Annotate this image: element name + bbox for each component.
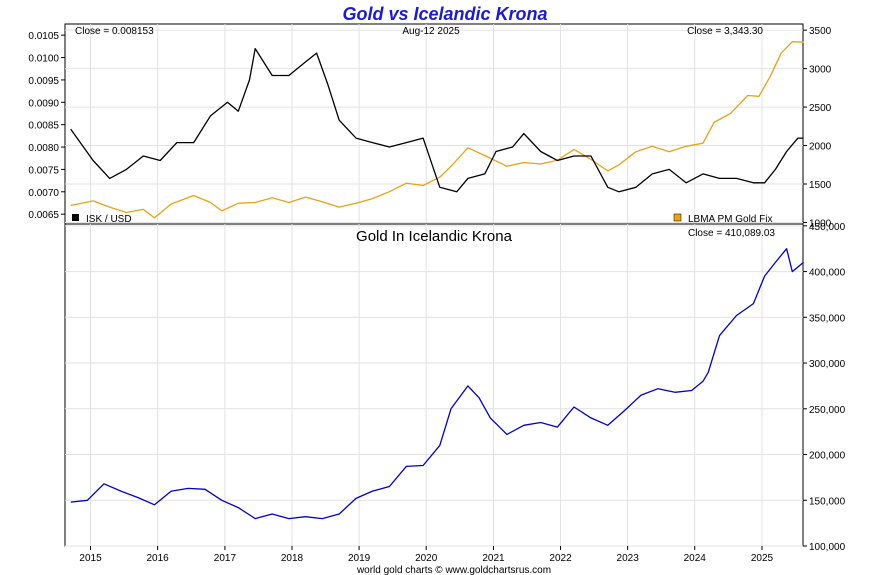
- lower-close-label: Close = 410,089.03: [688, 228, 775, 239]
- lower-tick-label: 300,000: [809, 359, 846, 370]
- lower-title: Gold In Icelandic Krona: [356, 228, 513, 245]
- lower-right-axis-ticks: 100,000 150,000 200,000 250,000 300,000 350,0…: [803, 222, 846, 553]
- date-label: Aug-12 2025: [402, 26, 460, 37]
- lower-tick-label: 100,000: [809, 542, 846, 553]
- close-left-label: Close = 0.008153: [75, 26, 154, 37]
- left-tick-label: 0.0065: [28, 210, 59, 221]
- lower-tick-label: 450,000: [809, 222, 846, 233]
- footer-credit: world gold charts © www.goldchartsrus.co…: [356, 565, 551, 575]
- right-tick-label: 2000: [809, 142, 832, 153]
- x-tick-label: 2024: [684, 553, 707, 564]
- left-tick-label: 0.0085: [28, 121, 59, 132]
- right-tick-label: 1000: [809, 218, 832, 229]
- lower-tick-label: 250,000: [809, 405, 846, 416]
- upper-series-group: [70, 41, 804, 219]
- x-tick-label: 2017: [214, 553, 237, 564]
- lower-tick-label: 350,000: [809, 313, 846, 324]
- x-tick-label: 2021: [482, 553, 505, 564]
- x-tick-label: 2023: [617, 553, 640, 564]
- legend-swatch-isk-usd: [72, 214, 79, 221]
- lower-tick-label: 400,000: [809, 268, 846, 279]
- upper-plot-area: [64, 23, 804, 225]
- gold-in-krona-line: [70, 248, 805, 520]
- x-tick-label: 2020: [415, 553, 438, 564]
- legend-swatch-lbma-gold: [673, 213, 682, 222]
- x-tick-label: 2025: [751, 553, 774, 564]
- lower-gridlines: [65, 224, 803, 547]
- right-tick-label: 2500: [809, 103, 832, 114]
- left-tick-label: 0.0070: [28, 188, 59, 199]
- left-tick-label: 0.0090: [28, 98, 59, 109]
- x-tick-label: 2022: [549, 553, 572, 564]
- legend-label-lbma-gold: LBMA PM Gold Fix: [688, 214, 772, 225]
- lower-plot-area: [64, 223, 804, 547]
- left-tick-label: 0.0075: [28, 165, 59, 176]
- right-axis-ticks: 1000 1500 2000 2500 3000 3500: [803, 26, 832, 229]
- right-tick-label: 3500: [809, 26, 832, 37]
- x-tick-label: 2018: [281, 553, 304, 564]
- lower-tick-label: 200,000: [809, 451, 846, 462]
- left-tick-label: 0.0095: [28, 76, 59, 87]
- x-tick-label: 2016: [147, 553, 170, 564]
- close-right-label: Close = 3,343.30: [687, 26, 763, 37]
- x-tick-label: 2015: [79, 553, 102, 564]
- x-tick-label: 2019: [348, 553, 371, 564]
- left-tick-label: 0.0100: [28, 54, 59, 65]
- gold-price-line: [70, 41, 804, 219]
- lower-series-group: [70, 248, 805, 520]
- left-tick-label: 0.0105: [28, 31, 59, 42]
- right-tick-label: 1500: [809, 180, 832, 191]
- legend-label-isk-usd: ISK / USD: [86, 214, 132, 225]
- chart-title: Gold vs Icelandic Krona: [342, 4, 547, 24]
- left-axis-ticks: 0.0065 0.0070 0.0075 0.0080 0.0085 0.0090 0.00…: [28, 31, 65, 221]
- left-tick-label: 0.0080: [28, 143, 59, 154]
- lower-tick-label: 150,000: [809, 496, 846, 507]
- upper-gridlines: [65, 24, 803, 224]
- isk-usd-line: [70, 47, 804, 193]
- right-tick-label: 3000: [809, 65, 832, 76]
- x-axis-ticks: 2015 2016 2017 2018 2019 2020 2021 2022 2023 2024…: [79, 546, 774, 564]
